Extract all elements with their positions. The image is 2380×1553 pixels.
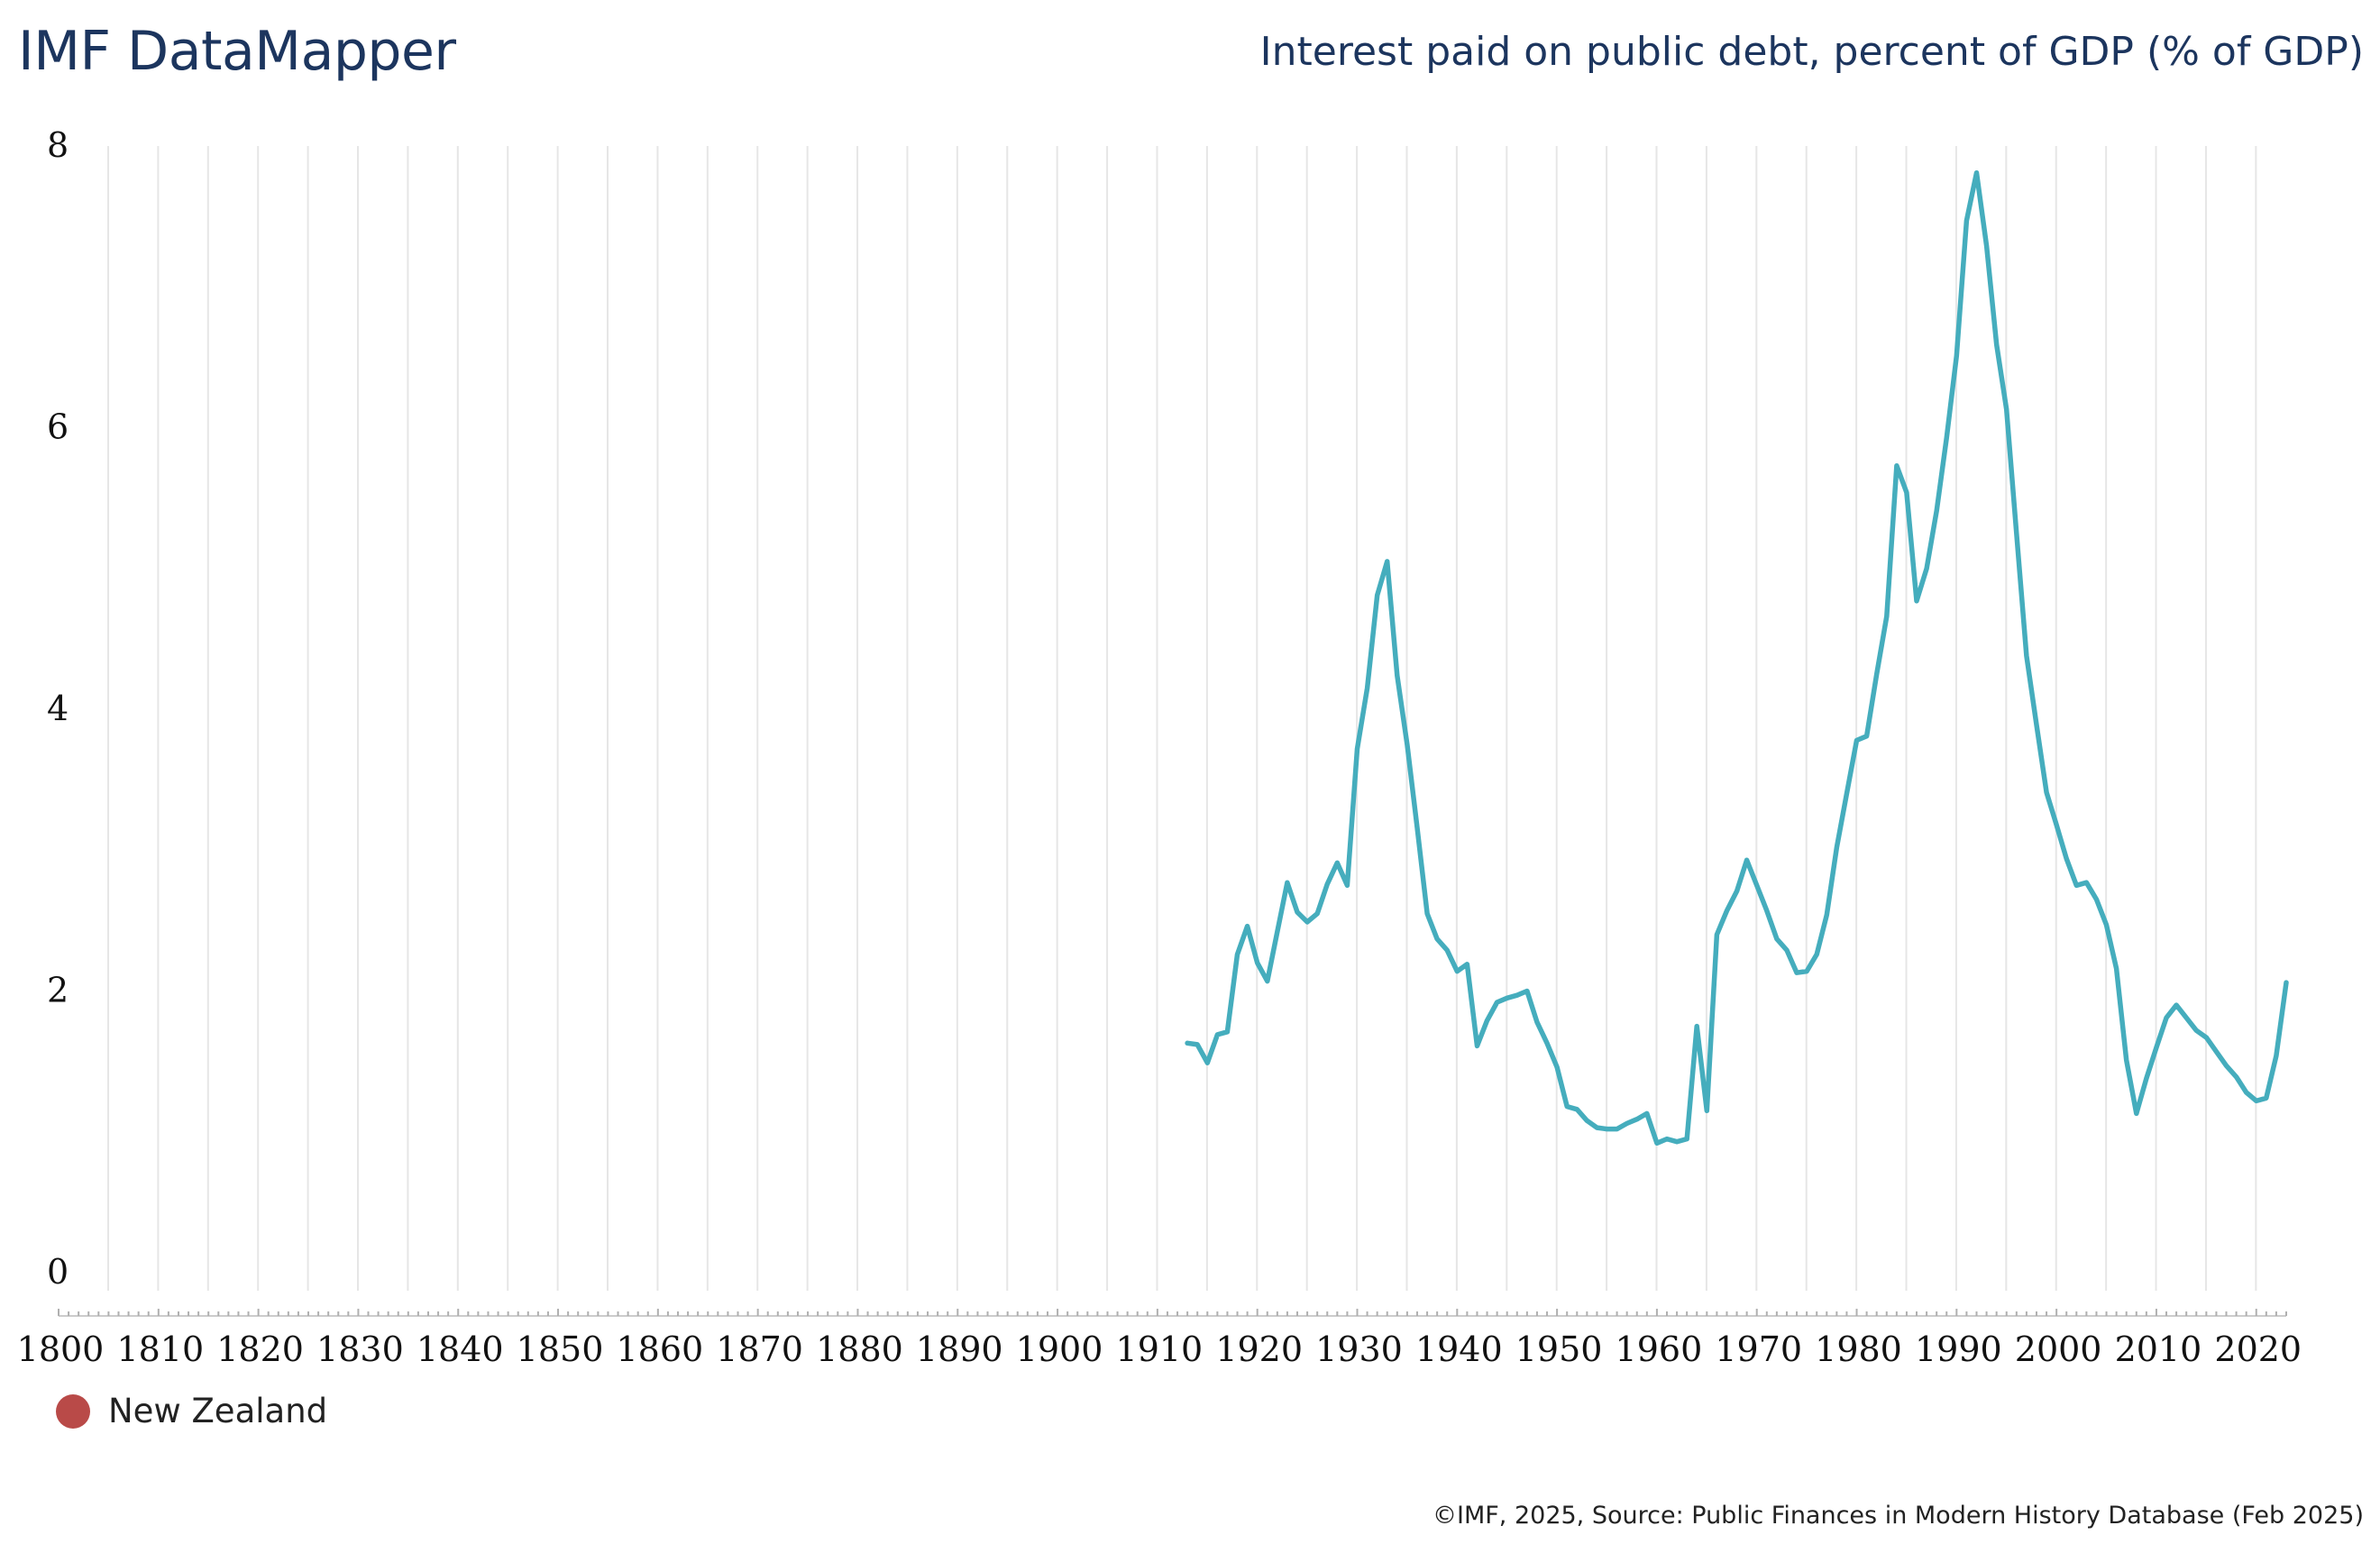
x-tick-label: 2000 (2015, 1329, 2102, 1369)
x-axis (58, 1309, 2287, 1317)
y-tick-label: 6 (47, 407, 69, 447)
x-tick-label: 1930 (1315, 1329, 1403, 1369)
x-tick-label: 1850 (517, 1329, 604, 1369)
legend-label: New Zealand (108, 1392, 328, 1430)
legend-swatch (56, 1393, 90, 1429)
y-axis: 0 2 4 6 8 (47, 125, 69, 1292)
x-tick-label: 2020 (2214, 1329, 2302, 1369)
y-tick-label: 4 (47, 689, 69, 728)
chart-title: Interest paid on public debt, percent of… (1259, 29, 2364, 75)
grid-lines (107, 146, 2257, 1291)
x-tick-label: 1900 (1016, 1329, 1103, 1369)
x-tick-label: 1970 (1715, 1329, 1802, 1369)
y-tick-label: 0 (47, 1252, 69, 1292)
x-tick-label: 1980 (1815, 1329, 1902, 1369)
y-tick-label: 2 (47, 971, 69, 1010)
x-tick-label: 1830 (316, 1329, 404, 1369)
brand-title: IMF DataMapper (18, 20, 456, 83)
x-tick-label: 1860 (616, 1329, 703, 1369)
x-tick-label: 1880 (816, 1329, 903, 1369)
x-tick-label: 1840 (416, 1329, 504, 1369)
x-tick-label: 1950 (1515, 1329, 1603, 1369)
legend[interactable]: New Zealand (56, 1392, 327, 1430)
x-tick-label: 1940 (1415, 1329, 1503, 1369)
x-tick-label: 1910 (1116, 1329, 1204, 1369)
series-layer (1185, 169, 2289, 1146)
x-tick-label: 2010 (2115, 1329, 2202, 1369)
x-tick-label: 1920 (1215, 1329, 1303, 1369)
x-tick-label: 1990 (1915, 1329, 2002, 1369)
x-tick-label: 1960 (1616, 1329, 1703, 1369)
x-tick-label: 1890 (916, 1329, 1003, 1369)
x-tick-label: 1810 (116, 1329, 204, 1369)
series-line-new-zealand[interactable] (1185, 169, 2289, 1146)
x-tick-label: 1800 (17, 1329, 105, 1369)
y-tick-label: 8 (47, 125, 69, 165)
x-tick-labels: 1800 1810 1820 1830 1840 1850 1860 1870 1880 1890… (17, 1329, 2302, 1369)
source-note: ©IMF, 2025, Source: Public Finances in M… (1433, 1502, 2364, 1530)
x-tick-label: 1870 (716, 1329, 803, 1369)
x-tick-label: 1820 (216, 1329, 304, 1369)
